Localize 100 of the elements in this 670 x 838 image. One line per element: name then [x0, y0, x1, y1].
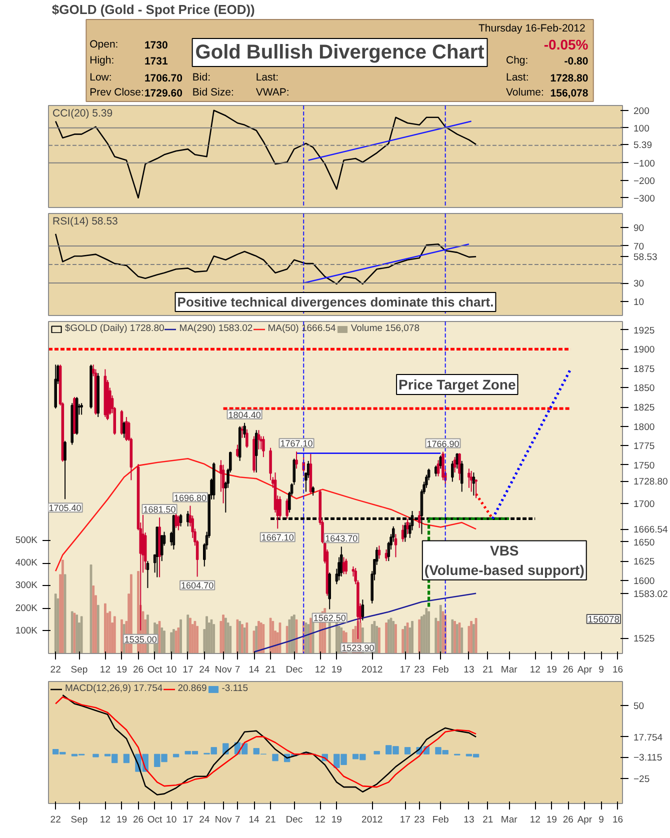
x-tick-label: 26 [132, 814, 144, 826]
y-tick-label: 10 [634, 297, 644, 308]
x-tick-label: Dec [286, 664, 303, 676]
x-tick-label: 19 [331, 664, 342, 676]
text: -0.80 [564, 56, 588, 68]
x-tick-label: Feb [432, 664, 449, 676]
text: Chg: [506, 54, 528, 66]
text: Volume: [506, 86, 544, 98]
x-tick-label: 26 [132, 664, 144, 676]
legend-label: MACD(12,26,9) 17.754 [65, 683, 163, 694]
annotation: 1696.80 [174, 492, 207, 503]
x-tick-label: 10 [166, 814, 177, 826]
annotation: Price Target Zone [398, 376, 516, 393]
y-tick-label: −100 [634, 158, 655, 170]
text: Bid: [192, 72, 211, 84]
y2-tick-label: 500K [15, 535, 38, 546]
x-tick-label: Mar [500, 814, 518, 826]
text: Bid Size: [192, 86, 234, 98]
x-tick-label: 21 [265, 664, 276, 676]
x-tick-label: 19 [546, 664, 557, 676]
x-tick-label: 13 [464, 814, 474, 826]
x-tick-label: 12 [100, 664, 110, 676]
x-tick-label: Sep [70, 814, 88, 826]
x-tick-label: 16 [612, 664, 624, 676]
text: High: [90, 54, 114, 66]
y-tick-label: −3.115 [634, 752, 662, 764]
annotation: Positive technical divergences dominate this chart. [177, 294, 494, 310]
annotation: 1767.10 [280, 438, 313, 449]
x-tick-label: 12 [530, 664, 540, 676]
x-tick-label: Apr [577, 664, 592, 676]
x-tick-label: 14 [248, 814, 260, 826]
x-tick-label: Feb [432, 814, 449, 826]
y-tick-label: 5.39 [634, 140, 652, 151]
x-tick-label: 17 [182, 814, 194, 826]
x-tick-label: 12 [100, 814, 110, 826]
x-tick-label: Nov [214, 664, 232, 676]
annotation: 1766.90 [426, 438, 460, 449]
x-tick-label: 13 [464, 664, 474, 676]
chart-title: CCI(20) 5.39 [52, 108, 113, 120]
legend-label: -3.115 [222, 683, 248, 694]
x-tick-label: Apr [577, 814, 592, 826]
annotation: 1804.40 [228, 410, 261, 420]
annotation: 1523.90 [342, 642, 374, 653]
text: Prev Close: [90, 86, 144, 98]
annotation: 1562.50 [313, 613, 346, 624]
x-tick-label: 19 [546, 814, 557, 826]
text: Open: [90, 38, 118, 50]
text: 1729.60 [144, 88, 183, 100]
y2-tick-label: 300K [15, 580, 38, 592]
x-tick-label: 22 [50, 664, 61, 676]
x-tick-label: 24 [199, 814, 210, 826]
text: $GOLD (Gold - Spot Price (EOD)) [52, 2, 255, 17]
y-tick-label: 1625 [634, 556, 655, 568]
legend-label: Volume 156,078 [350, 323, 420, 334]
chart-title: RSI(14) 58.53 [52, 216, 118, 228]
annotation: 1681.50 [143, 504, 176, 515]
x-tick-label: 19 [116, 814, 128, 826]
annotation: VBS (Volume-based support) [424, 542, 584, 578]
x-tick-label: 19 [331, 814, 342, 826]
annotation: 1535.00 [124, 634, 157, 644]
legend-label: MA(50) 1666.54 [268, 323, 336, 334]
x-tick-label: 9 [598, 664, 604, 676]
y-tick-label: 1825 [634, 402, 655, 414]
x-tick-label: 21 [482, 664, 494, 676]
y-tick-label: 1650 [634, 537, 655, 548]
y-tick-label: −300 [634, 193, 655, 204]
legend-label: 20.869 [178, 683, 207, 694]
y-tick-label: 1900 [634, 344, 655, 356]
x-tick-label: Oct [147, 664, 163, 676]
x-tick-label: 12 [314, 814, 326, 826]
text: 1730 [144, 40, 168, 52]
text: -0.05% [544, 36, 589, 52]
annotation: 156078 [588, 614, 620, 626]
y-tick-label: 1875 [634, 364, 655, 375]
text: 1728.80 [550, 72, 588, 84]
y-tick-label: 1800 [634, 422, 655, 433]
y-tick-label: 100 [634, 123, 650, 134]
text: Thursday 16-Feb-2012 [478, 22, 586, 34]
legend-label: $GOLD (Daily) 1728.80 [65, 323, 164, 334]
text: Gold Bullish Divergence Chart [195, 42, 485, 64]
annotation: 1667.10 [261, 532, 294, 543]
y-tick-label: 200 [634, 106, 650, 117]
x-tick-label: 17 [182, 664, 194, 676]
annotation: 1643.70 [325, 534, 358, 544]
annotation: 1604.70 [181, 580, 214, 591]
x-tick-label: 23 [414, 664, 425, 676]
x-tick-label: 2012 [362, 664, 383, 676]
y-tick-label: 17.754 [634, 732, 663, 744]
text: VWAP: [256, 86, 290, 98]
y2-tick-label: 400K [15, 558, 38, 569]
y-tick-label: 1525 [634, 634, 655, 645]
legend-label: MA(290) 1583.02 [179, 323, 253, 334]
x-tick-label: Sep [70, 664, 88, 676]
text: 1731 [144, 56, 168, 68]
x-tick-label: 12 [314, 664, 326, 676]
y-tick-label: 1925 [634, 325, 655, 336]
x-tick-label: 7 [234, 814, 240, 826]
x-tick-label: 12 [530, 814, 540, 826]
y-tick-label: 30 [634, 278, 644, 290]
y-tick-label: −25 [634, 774, 650, 785]
